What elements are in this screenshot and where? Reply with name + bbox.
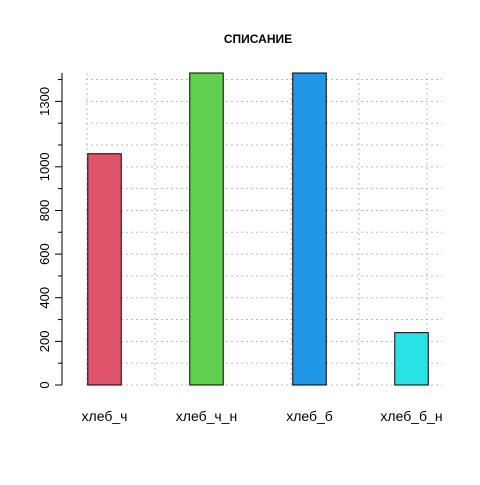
x-axis-labels: хлеб_ч хлеб_ч_н хлеб_б хлеб_б_н [82, 408, 443, 424]
chart-title: СПИСАНИЕ [224, 32, 292, 46]
grid [86, 73, 442, 386]
y-tick-label: 200 [37, 331, 52, 353]
x-tick-label: хлеб_ч [82, 408, 128, 424]
y-axis: 0 200 400 600 800 1000 1300 [37, 73, 63, 389]
x-tick-label: хлеб_б [286, 408, 333, 424]
y-tick-label: 800 [37, 200, 52, 222]
bar-хлеб_ч [87, 153, 122, 386]
bars [87, 72, 429, 386]
bar-хлеб_б_н [394, 332, 429, 386]
bar-хлеб_б [292, 72, 327, 386]
y-tick-label: 0 [37, 381, 52, 388]
y-tick-label: 600 [37, 243, 52, 265]
y-tick-label: 400 [37, 287, 52, 309]
x-tick-label: хлеб_б_н [380, 408, 442, 424]
y-tick-label: 1000 [37, 152, 52, 181]
x-tick-label: хлеб_ч_н [176, 408, 237, 424]
y-tick-label: 1300 [37, 87, 52, 116]
bar-хлеб_ч_н [189, 72, 224, 386]
